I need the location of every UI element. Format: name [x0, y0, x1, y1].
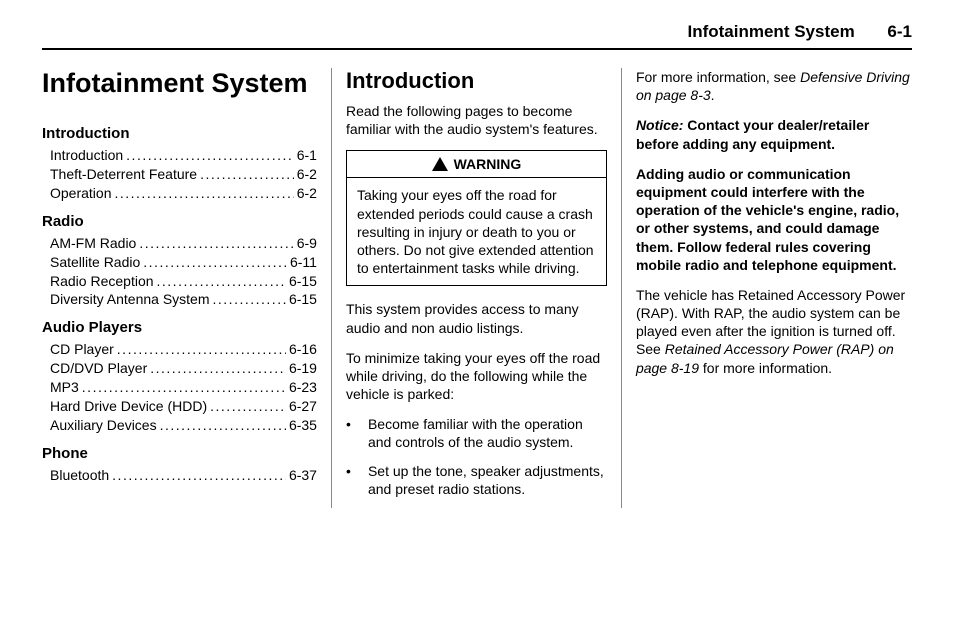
notice-para: Notice: Contact your dealer/retailer bef…	[636, 116, 912, 152]
header-page: 6-1	[887, 22, 912, 41]
toc-row: CD Player 6-16	[50, 340, 317, 359]
toc-label: AM-FM Radio	[50, 234, 136, 253]
warning-triangle-icon	[432, 157, 448, 171]
toc-entries: AM-FM Radio6-9Satellite Radio6-11Radio R…	[42, 234, 317, 310]
toc-dots	[82, 378, 286, 397]
text: for more information.	[699, 360, 832, 376]
toc-row: MP3 6-23	[50, 378, 317, 397]
toc-page: 6-9	[297, 234, 317, 253]
column-notes: For more information, see Defensive Driv…	[622, 68, 912, 508]
toc-section-title: Introduction	[42, 125, 317, 142]
toc-page: 6-1	[297, 146, 317, 165]
chapter-title: Infotainment System	[42, 68, 317, 99]
bullet-dot-icon: •	[346, 415, 368, 451]
intro-para-1: This system provides access to many audi…	[346, 300, 607, 336]
warning-body: Taking your eyes off the road for extend…	[347, 178, 606, 285]
toc-label: Bluetooth	[50, 466, 109, 485]
bullet-item: •Set up the tone, speaker adjustments, a…	[346, 462, 607, 498]
toc-section-title: Radio	[42, 213, 317, 230]
toc-page: 6-37	[289, 466, 317, 485]
toc-label: Auxiliary Devices	[50, 416, 157, 435]
toc-dots	[200, 165, 294, 184]
toc-section-title: Phone	[42, 445, 317, 462]
text: For more information, see	[636, 69, 800, 85]
toc-dots	[160, 416, 286, 435]
toc-row: Bluetooth 6-37	[50, 466, 317, 485]
toc-dots	[117, 340, 286, 359]
rap-para: The vehicle has Retained Accessory Power…	[636, 286, 912, 377]
toc-label: Introduction	[50, 146, 123, 165]
toc-page: 6-2	[297, 184, 317, 203]
header-title: Infotainment System	[687, 22, 854, 41]
toc-row: Radio Reception 6-15	[50, 272, 317, 291]
text: .	[711, 87, 715, 103]
toc-dots	[213, 290, 286, 309]
warning-box: WARNING Taking your eyes off the road fo…	[346, 150, 607, 286]
bullet-text: Set up the tone, speaker adjustments, an…	[368, 462, 607, 498]
toc-page: 6-2	[297, 165, 317, 184]
warning-header: WARNING	[347, 151, 606, 178]
toc-row: Diversity Antenna System 6-15	[50, 290, 317, 309]
toc-page: 6-16	[289, 340, 317, 359]
toc-entries: Introduction 6-1 Theft-Deterrent Feature 6-…	[42, 146, 317, 203]
toc-label: CD Player	[50, 340, 114, 359]
toc-row: Theft-Deterrent Feature 6-2	[50, 165, 317, 184]
toc-entries: Bluetooth 6-37	[42, 466, 317, 485]
toc-row: Satellite Radio 6-11	[50, 253, 317, 272]
toc-page: 6-35	[289, 416, 317, 435]
toc-label: Hard Drive Device (HDD)	[50, 397, 207, 416]
column-intro: Introduction Read the following pages to…	[332, 68, 622, 508]
toc-dots	[210, 397, 286, 416]
equipment-warning: Adding audio or communication equipment …	[636, 165, 912, 274]
toc-page: 6-15	[289, 272, 317, 291]
toc-dots	[157, 272, 286, 291]
bullet-item: •Become familiar with the operation and …	[346, 415, 607, 451]
toc-row: CD/DVD Player 6-19	[50, 359, 317, 378]
toc-row: Introduction 6-1	[50, 146, 317, 165]
intro-para-2: To minimize taking your eyes off the roa…	[346, 349, 607, 404]
toc-row: Operation 6-2	[50, 184, 317, 203]
toc-dots	[126, 146, 294, 165]
toc-row: AM-FM Radio 6-9	[50, 234, 317, 253]
toc-page: 6-15	[289, 290, 317, 309]
intro-heading: Introduction	[346, 68, 607, 94]
toc-dots	[114, 184, 293, 203]
bullet-dot-icon: •	[346, 462, 368, 498]
toc-row: Auxiliary Devices 6-35	[50, 416, 317, 435]
column-toc: Infotainment System IntroductionIntroduc…	[42, 68, 332, 508]
toc-label: Radio Reception	[50, 272, 154, 291]
notice-label: Notice:	[636, 117, 683, 133]
toc-section-title: Audio Players	[42, 319, 317, 336]
toc-label: CD/DVD Player	[50, 359, 147, 378]
toc-page: 6-11	[290, 253, 317, 272]
toc-row: Hard Drive Device (HDD) 6-27	[50, 397, 317, 416]
toc-dots	[143, 253, 287, 272]
bullets-list: •Become familiar with the operation and …	[346, 415, 607, 498]
toc-label: Operation	[50, 184, 111, 203]
toc-dots	[150, 359, 286, 378]
toc-container: IntroductionIntroduction6-1Theft-Deterre…	[42, 125, 317, 485]
warning-label: WARNING	[454, 156, 522, 172]
toc-page: 6-19	[289, 359, 317, 378]
toc-page: 6-23	[289, 378, 317, 397]
toc-label: Satellite Radio	[50, 253, 140, 272]
bullet-text: Become familiar with the operation and c…	[368, 415, 607, 451]
page-header: Infotainment System 6-1	[42, 22, 912, 50]
toc-dots	[112, 466, 286, 485]
toc-entries: CD Player6-16CD/DVD Player6-19MP36-23Har…	[42, 340, 317, 434]
columns: Infotainment System IntroductionIntroduc…	[42, 68, 912, 508]
intro-text: Read the following pages to become famil…	[346, 102, 607, 138]
toc-label: Diversity Antenna System	[50, 290, 210, 309]
toc-dots	[139, 234, 293, 253]
toc-page: 6-27	[289, 397, 317, 416]
defensive-para: For more information, see Defensive Driv…	[636, 68, 912, 104]
toc-label: MP3	[50, 378, 79, 397]
toc-label: Theft-Deterrent Feature	[50, 165, 197, 184]
